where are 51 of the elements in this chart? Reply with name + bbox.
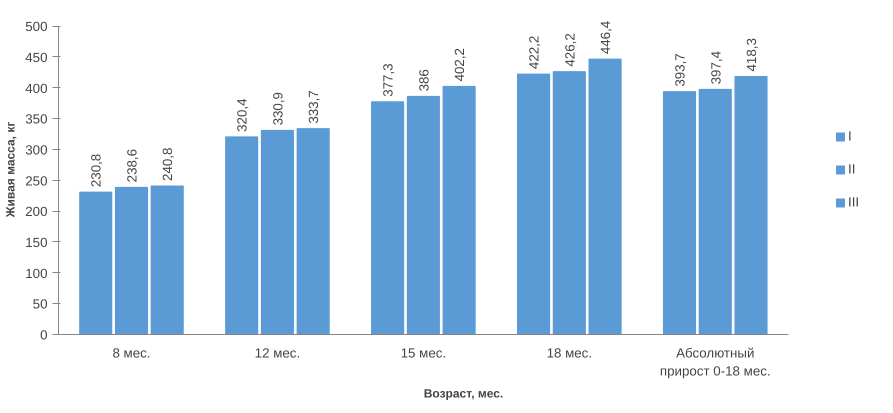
data-label: 333,7 [306,90,322,124]
bar [225,136,258,334]
bar [114,186,148,334]
y-tick-label: 500 [25,19,48,34]
data-label: 238,6 [124,148,140,182]
data-label: 377,3 [380,63,396,97]
data-label: 446,4 [598,20,614,54]
x-axis-title: Возраст, мес. [424,386,504,400]
data-label: 426,2 [562,33,578,67]
bar [517,74,550,334]
x-tick-label: 15 мес. [400,346,446,360]
x-tick-label: Абсолютный прирост 0-18 мес. [660,346,771,378]
y-tick-label: 200 [25,204,48,220]
y-tick-label: 450 [25,50,48,65]
x-tick-label: 8 мес. [112,346,151,360]
y-tick-label: 150 [25,234,48,250]
y-tick-label: 100 [25,266,48,281]
data-label: 330,9 [270,92,286,126]
legend-label: III [848,194,860,210]
y-axis-title: Живая масса, кг [3,122,18,218]
bar [552,71,586,334]
data-label: 422,2 [526,36,542,70]
bar [296,128,330,334]
data-label: 418,3 [744,38,760,72]
data-label: 402,2 [452,48,468,82]
legend-label: I [848,128,853,144]
data-label: 230,8 [88,154,104,188]
bar [406,96,440,334]
y-tick-label: 50 [32,296,48,312]
data-label: 393,7 [672,53,688,87]
y-tick-label: 400 [25,80,48,96]
y-tick-label: 0 [40,328,48,342]
bar [260,130,294,334]
bar [79,192,112,334]
bar [150,185,184,334]
data-label: 240,8 [160,148,176,181]
bar [588,58,622,334]
x-tick-label: 12 мес. [254,346,300,360]
data-label: 397,4 [708,50,724,84]
bar [734,76,768,334]
data-label: 386 [416,69,432,92]
y-tick-label: 350 [25,112,48,127]
bar [371,101,404,334]
bar [698,88,732,334]
y-tick-label: 300 [25,142,48,158]
bar [662,91,696,334]
x-tick-label: 18 мес. [546,346,592,360]
data-label: 320,4 [234,98,250,132]
legend-label: II [848,162,856,176]
bar [442,86,476,334]
y-tick-label: 250 [25,173,48,188]
